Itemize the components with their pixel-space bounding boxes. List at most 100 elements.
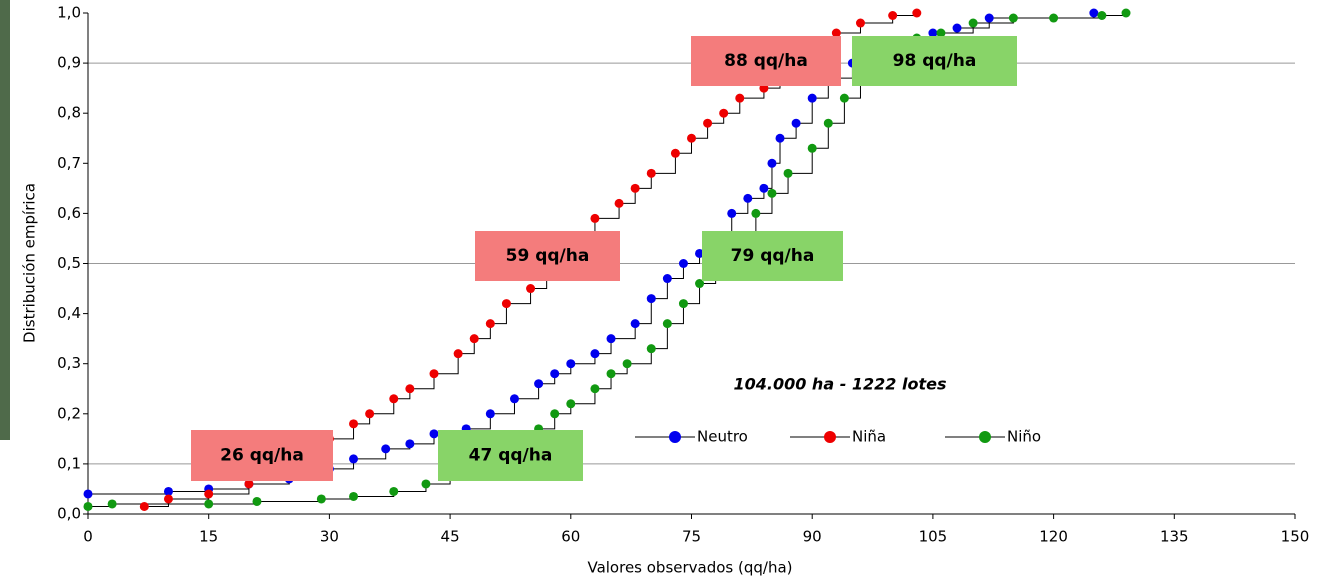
annotation: 79 qq/ha [731, 246, 815, 266]
point [646, 344, 656, 354]
point [888, 11, 898, 21]
point [606, 334, 616, 344]
x-tick-label: 0 [83, 528, 93, 546]
point [405, 384, 415, 394]
point [469, 334, 479, 344]
point [751, 208, 761, 218]
point [622, 359, 632, 369]
step-line [683, 283, 701, 305]
x-tick-label: 105 [919, 528, 948, 546]
step-line [570, 388, 596, 405]
point [968, 18, 978, 28]
point [823, 118, 833, 128]
step-line [538, 413, 556, 430]
step-line [168, 488, 210, 492]
step-line [434, 353, 459, 375]
y-tick-label: 1,0 [57, 4, 81, 22]
point [83, 489, 93, 499]
step-line [594, 203, 620, 219]
legend-label: Neutro [697, 428, 748, 446]
point [662, 319, 672, 329]
point [1008, 13, 1018, 23]
step-line [755, 193, 773, 214]
legend-label: Niño [1007, 428, 1041, 446]
legend-marker [979, 431, 991, 443]
point [534, 379, 544, 389]
point [984, 13, 994, 23]
step-line [619, 188, 636, 204]
point [630, 183, 640, 193]
step-line [651, 323, 668, 350]
point [453, 349, 463, 359]
point [727, 208, 737, 218]
point [687, 133, 696, 143]
step-line [208, 483, 250, 490]
step-line [208, 501, 258, 505]
point [83, 501, 93, 511]
point [590, 213, 600, 223]
point [349, 419, 359, 429]
step-line [466, 413, 491, 430]
annotation-box [702, 231, 843, 281]
point [767, 188, 777, 198]
x-tick-label: 30 [320, 528, 339, 546]
annotation: 47 qq/ha [469, 446, 553, 466]
step-line [667, 303, 684, 325]
annotation-box [191, 430, 333, 481]
point [1089, 8, 1099, 18]
step-line [353, 491, 395, 497]
point [807, 143, 817, 153]
point [429, 369, 439, 379]
step-line [474, 323, 491, 340]
point [389, 486, 399, 496]
x-tick-label: 60 [561, 528, 580, 546]
step-line [393, 483, 427, 492]
annotation-box [438, 430, 583, 481]
annotation-box [852, 36, 1017, 86]
step-line [828, 98, 845, 124]
legend-label: Niña [852, 428, 886, 446]
point [928, 28, 938, 38]
point [566, 359, 576, 369]
x-tick-label: 90 [803, 528, 822, 546]
point [791, 118, 801, 128]
step-line [691, 123, 709, 139]
point [1121, 8, 1131, 18]
point [719, 108, 729, 118]
step-line [675, 138, 692, 154]
point [759, 183, 769, 193]
step-line [369, 398, 395, 415]
point [429, 429, 439, 439]
step-line [627, 348, 652, 365]
point [1097, 11, 1107, 21]
point [163, 486, 173, 496]
y-tick-label: 0,9 [57, 54, 81, 72]
step-line [635, 173, 652, 189]
point [204, 489, 214, 499]
point [839, 93, 849, 103]
step-line [780, 123, 797, 139]
point [807, 93, 817, 103]
point [912, 8, 922, 18]
point [252, 496, 262, 506]
point [349, 491, 359, 501]
y-tick-label: 0,7 [57, 154, 81, 172]
step-line [594, 338, 612, 355]
y-tick-label: 0,1 [57, 454, 81, 472]
point [662, 274, 672, 284]
x-tick-label: 15 [199, 528, 218, 546]
y-tick-label: 0,4 [57, 304, 81, 322]
point [405, 439, 415, 449]
point [670, 148, 680, 158]
point [566, 399, 576, 409]
point [703, 118, 713, 128]
step-line [651, 153, 676, 174]
x-axis-label: Valores observados (qq/ha) [587, 559, 792, 577]
step-line [723, 98, 741, 114]
point [775, 133, 785, 143]
step-line [796, 98, 813, 124]
point [163, 494, 173, 504]
point [678, 299, 688, 309]
point [1049, 13, 1059, 23]
step-line [731, 198, 749, 214]
